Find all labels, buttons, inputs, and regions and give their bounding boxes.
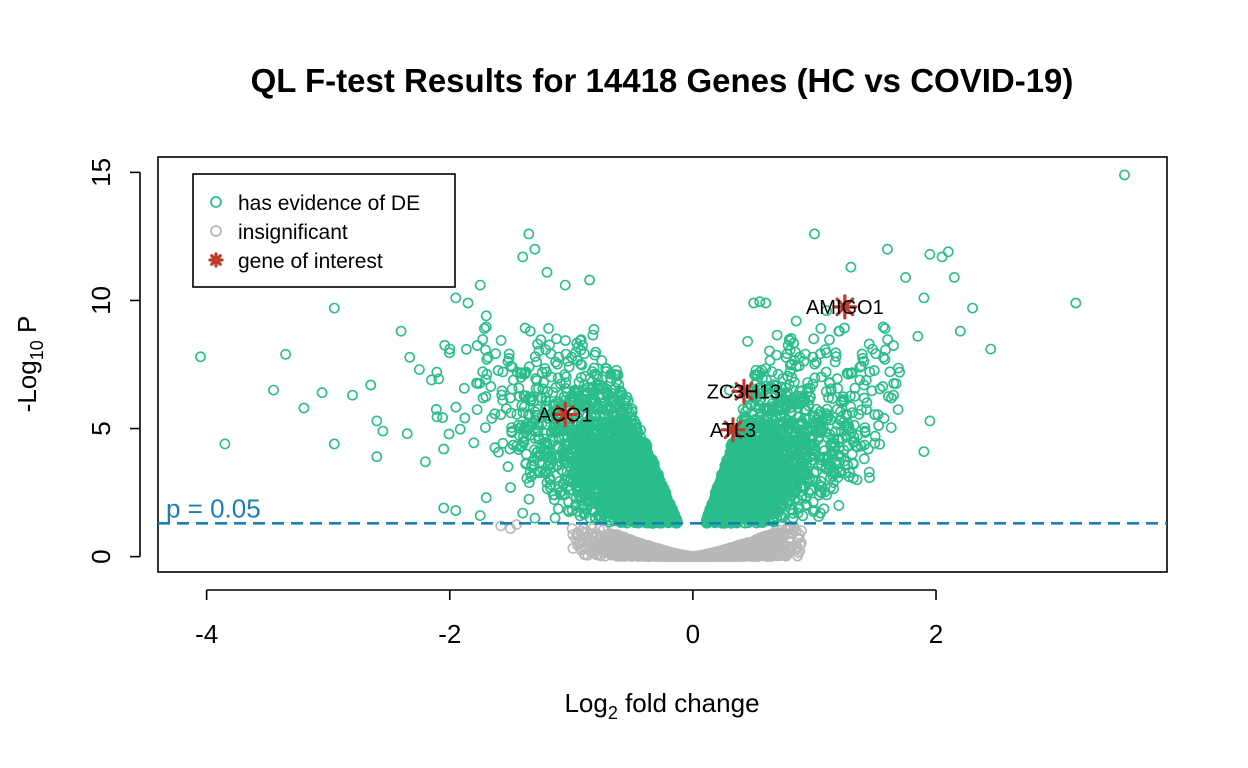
- de-point: [480, 391, 492, 402]
- chart-title: QL F-test Results for 14418 Genes (HC vs…: [251, 62, 1074, 99]
- de-point: [404, 351, 416, 363]
- de-point: [479, 422, 491, 433]
- de-point: [552, 503, 564, 515]
- de-point: [460, 343, 472, 355]
- de-point: [588, 323, 600, 335]
- de-point: [458, 382, 470, 394]
- de-point: [443, 428, 455, 440]
- de-point: [506, 383, 518, 395]
- de-point: [549, 512, 561, 524]
- de-point: [502, 461, 514, 473]
- de-point: [468, 437, 480, 449]
- de-point: [454, 423, 466, 435]
- de-point: [495, 334, 507, 346]
- insignificant-points: [495, 519, 807, 562]
- de-point: [450, 401, 462, 413]
- de-point: [543, 322, 554, 334]
- de-point: [471, 404, 483, 415]
- plot-frame: [157, 156, 1168, 573]
- de-point: [560, 335, 571, 346]
- de-point: [477, 334, 489, 345]
- de-point: [459, 412, 471, 424]
- de-point: [523, 493, 535, 505]
